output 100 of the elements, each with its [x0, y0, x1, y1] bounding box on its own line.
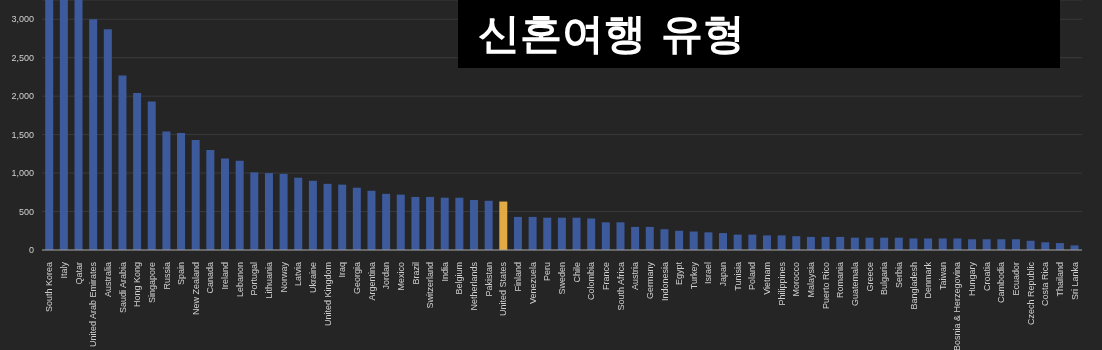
bar: [323, 183, 332, 250]
x-tick-label: Iraq: [337, 262, 348, 278]
x-tick-label: Bangladesh: [908, 262, 919, 310]
x-tick-label: Israel: [703, 262, 714, 285]
x-tick-label: Lebanon: [234, 262, 245, 298]
x-tick-label: Russia: [161, 262, 172, 290]
x-tick-label: Poland: [747, 262, 758, 291]
bar: [587, 218, 596, 250]
x-tick-label: Sri Lanka: [1069, 262, 1080, 301]
x-tick-label: France: [600, 262, 611, 291]
x-tick-label: Ireland: [220, 262, 231, 290]
bar: [821, 236, 830, 250]
bar: [689, 231, 698, 250]
x-tick-label: Guatemala: [849, 262, 860, 307]
bar: [601, 222, 610, 250]
bar: [1011, 239, 1020, 250]
x-tick-label: United Arab Emirates: [88, 261, 99, 348]
bar: [470, 200, 479, 250]
y-tick-label: 1,000: [11, 168, 34, 179]
x-tick-label: Spain: [176, 262, 187, 286]
x-tick-label: Mexico: [395, 262, 406, 291]
bar: [777, 235, 786, 250]
x-tick-label: Czech Republic: [1025, 261, 1036, 326]
bar: [909, 238, 918, 250]
x-tick-label: Peru: [542, 262, 553, 282]
bar: [733, 234, 742, 250]
bar: [645, 226, 654, 250]
bar: [1041, 242, 1050, 250]
x-tick-label: Hong Kong: [132, 262, 143, 308]
x-tick-label: Chile: [571, 262, 582, 283]
x-tick-label: South Korea: [44, 262, 55, 313]
x-tick-label: Portugal: [249, 262, 260, 296]
bar: [411, 196, 420, 250]
x-tick-label: Costa Rica: [1040, 262, 1051, 307]
x-tick-label: Japan: [718, 262, 729, 287]
x-tick-label: Bulgaria: [879, 262, 890, 296]
bar: [89, 19, 98, 250]
bar: [235, 160, 244, 250]
bar: [45, 0, 54, 250]
x-tick-label: Qatar: [73, 262, 84, 285]
bar: [484, 200, 493, 250]
x-tick-label: Serbia: [893, 262, 904, 289]
x-tick-label: Lithuania: [264, 262, 275, 299]
x-tick-label: Vietnam: [762, 262, 773, 295]
x-tick-label: Puerto Rico: [820, 262, 831, 310]
x-tick-label: Austria: [630, 262, 641, 291]
x-tick-label: India: [439, 262, 450, 282]
x-tick-label: Greece: [864, 262, 875, 292]
y-tick-label: 2,500: [11, 52, 34, 63]
bar: [147, 101, 156, 250]
bar: [880, 237, 889, 250]
x-tick-label: Ecuador: [1011, 262, 1022, 296]
x-tick-label: Taiwan: [937, 262, 948, 291]
x-tick-label: Argentina: [366, 262, 377, 301]
bar: [938, 238, 947, 250]
x-tick-label: Latvia: [293, 262, 304, 287]
x-tick-label: Brazil: [410, 262, 421, 285]
bar: [806, 236, 815, 250]
x-tick-label: Croatia: [981, 262, 992, 292]
bar: [308, 180, 317, 250]
x-tick-label: United Kingdom: [322, 262, 333, 327]
y-tick-label: 0: [28, 245, 34, 256]
x-tick-label: Netherlands: [469, 261, 480, 311]
bar: [894, 237, 903, 250]
x-tick-label: Pakistan: [483, 262, 494, 297]
bar: [59, 0, 68, 250]
x-tick-label: Turkey: [688, 261, 699, 290]
bar: [997, 239, 1006, 250]
bar: [264, 173, 273, 250]
x-tick-label: Singapore: [146, 262, 157, 304]
x-tick-label: Egypt: [674, 261, 685, 286]
x-tick-label: Sweden: [557, 262, 567, 295]
title-box: 신혼여행 유형: [458, 0, 1060, 68]
bar: [924, 238, 933, 250]
bar: [660, 229, 669, 250]
bar: [133, 93, 142, 250]
x-tick-label: New Zealand: [190, 262, 201, 316]
bar: [704, 232, 713, 250]
x-tick-label: Bosnia & Herzegovina: [952, 262, 963, 350]
x-tick-label: Denmark: [923, 261, 934, 299]
bar: [528, 216, 537, 250]
bar: [762, 235, 771, 250]
x-tick-label: Jordan: [381, 262, 392, 290]
x-tick-label: Belgium: [454, 262, 465, 295]
x-tick-label: Morocco: [791, 262, 802, 297]
bar: [191, 140, 200, 250]
y-tick-label: 3,000: [11, 14, 34, 25]
x-tick-label: Malaysia: [806, 262, 817, 298]
bar: [865, 237, 874, 250]
x-tick-label: Romania: [835, 262, 846, 299]
bar: [382, 193, 391, 250]
bar: [118, 75, 127, 250]
bar: [367, 190, 376, 250]
bar: [352, 187, 361, 250]
bar: [74, 0, 83, 250]
bar: [103, 29, 112, 250]
bar: [206, 150, 215, 250]
x-tick-label: Germany: [644, 261, 655, 300]
bar: [982, 239, 991, 250]
x-tick-label: Saudi Arabia: [117, 262, 128, 314]
